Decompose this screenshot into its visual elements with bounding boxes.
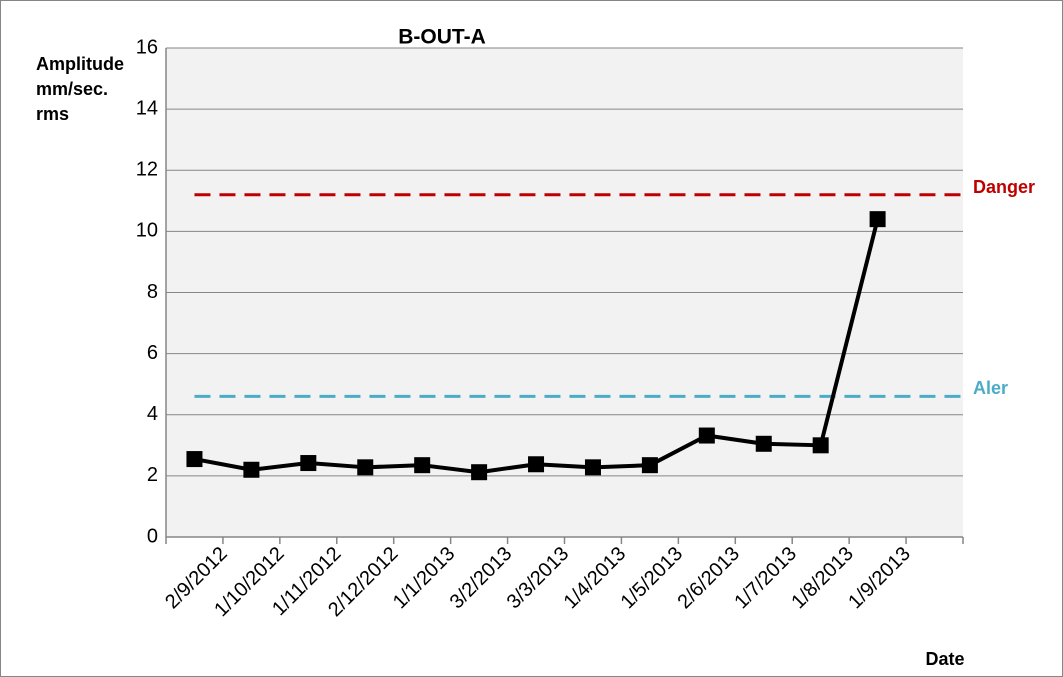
- data-point: [528, 456, 545, 473]
- data-point: [584, 459, 601, 476]
- data-point: [357, 459, 374, 476]
- data-point: [471, 464, 488, 481]
- data-point: [698, 427, 715, 444]
- data-point: [300, 455, 317, 472]
- data-point: [186, 451, 203, 468]
- threshold-label: Danger: [973, 176, 1036, 197]
- y-tick-label: 2: [147, 464, 158, 486]
- data-point: [869, 211, 886, 228]
- y-axis-title: Amplitude mm/sec. rms: [36, 54, 124, 124]
- data-point: [641, 457, 658, 474]
- data-point: [755, 435, 772, 452]
- x-axis-title: Date: [925, 649, 964, 669]
- y-tick-label: 0: [147, 525, 158, 547]
- data-point: [243, 461, 260, 478]
- data-point: [414, 457, 431, 474]
- threshold-label: Aler: [973, 378, 1009, 399]
- y-tick-label: 4: [147, 403, 158, 425]
- y-tick-label: 8: [147, 281, 158, 303]
- chart-title: B-OUT-A: [398, 26, 486, 49]
- y-tick-label: 16: [136, 36, 158, 58]
- y-tick-label: 14: [136, 97, 158, 119]
- y-tick-label: 10: [136, 220, 158, 242]
- data-point: [812, 437, 829, 454]
- y-tick-label: 12: [136, 159, 158, 181]
- y-tick-label: 6: [147, 342, 158, 364]
